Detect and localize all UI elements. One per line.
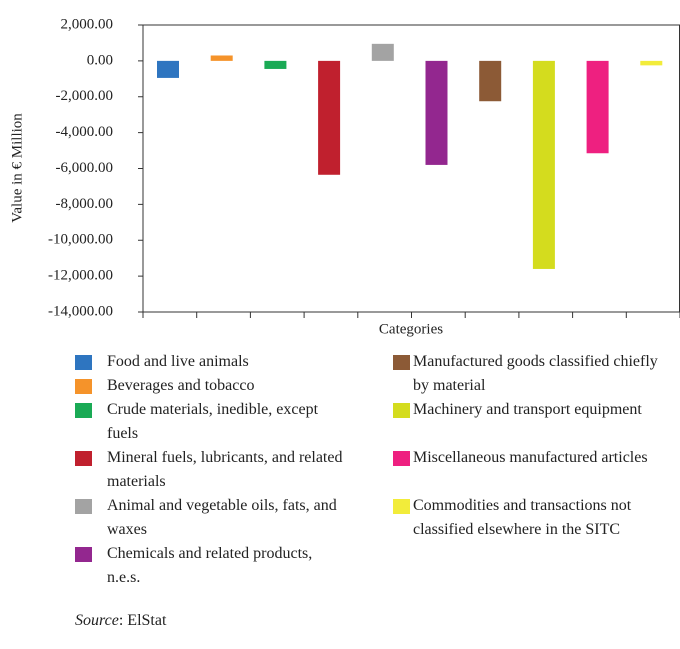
legend-label: Crude materials, inedible, except fuels [107,401,319,442]
y-tick-label: 2,000.00 [61,16,114,32]
y-axis-title: Value in € Million [9,113,25,223]
bar [640,60,663,66]
legend-label: Mineral fuels, lubricants, and related m… [107,449,343,490]
legend-label: Miscellaneous manufactured articles [413,449,648,466]
y-tick-label: -2,000.00 [56,88,114,104]
bar [425,60,448,165]
legend-label: Manufactured goods classified chiefly by… [413,353,658,394]
legend-item: Miscellaneous manufactured articles [393,446,668,470]
y-tick-label: -12,000.00 [48,268,113,284]
legend-item: Manufactured goods classified chiefly by… [393,350,668,398]
legend-label: Beverages and tobacco [107,377,255,394]
legend-item: Food and live animals [75,350,345,374]
legend-item: Mineral fuels, lubricants, and related m… [75,446,345,494]
source-text: : ElStat [118,612,167,629]
y-tick-label: -14,000.00 [48,303,113,319]
legend-label: Commodities and transactions not classif… [413,497,632,538]
legend-item: Chemicals and related products, n.e.s. [75,542,345,590]
legend-swatch [75,403,92,418]
legend-item: Commodities and transactions not classif… [393,494,668,542]
legend-label: Animal and vegetable oils, fats, and wax… [107,497,337,538]
bar [318,60,341,175]
y-tick-label: -4,000.00 [56,124,114,140]
legend-item: Animal and vegetable oils, fats, and wax… [75,494,345,542]
bar [264,60,287,69]
legend-swatch [75,355,92,370]
legend-swatch [75,379,92,394]
legend-swatch [393,499,410,514]
legend-swatch [75,547,92,562]
legend-item: Beverages and tobacco [75,374,345,398]
bar [479,60,502,102]
bar [371,43,394,61]
source-label: Source [75,612,119,629]
legend-swatch [393,451,410,466]
legend-item: Machinery and transport equipment [393,398,668,422]
x-axis-title: Categories [379,321,443,337]
legend-swatch [393,403,410,418]
legend-item: Crude materials, inedible, except fuels [75,398,345,446]
bar [532,60,555,269]
legend-label: Food and live animals [107,353,249,370]
y-tick-label: -6,000.00 [56,160,114,176]
legend-label: Chemicals and related products, n.e.s. [107,545,313,586]
y-tick-label: -8,000.00 [56,196,114,212]
legend-label: Machinery and transport equipment [413,401,642,418]
source: Source: ElStat [75,612,166,630]
y-tick-label: 0.00 [87,52,113,68]
legend-swatch [75,451,92,466]
y-tick-label: -10,000.00 [48,232,113,248]
legend-swatch [393,355,410,370]
bar [586,60,609,154]
bar [210,55,233,61]
legend-swatch [75,499,92,514]
bar [157,60,179,78]
